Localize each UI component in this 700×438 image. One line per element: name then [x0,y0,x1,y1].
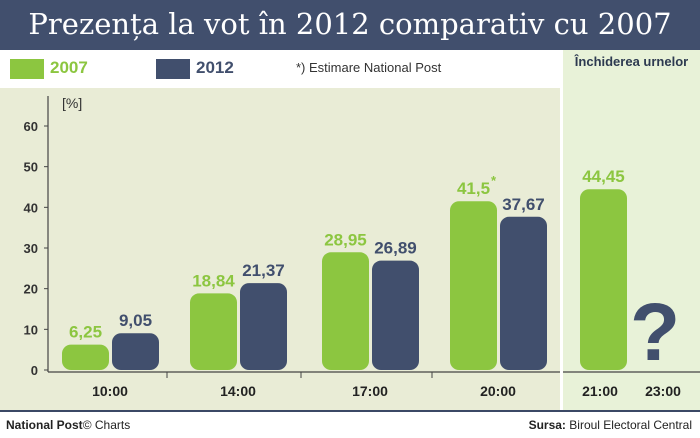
data-label-2012-2000: 37,67 [502,195,545,214]
y-tick-label-30: 30 [24,241,38,256]
data-label-2007-1700: 28,95 [324,230,367,249]
footer-source-value: Biroul Electoral Central [569,418,692,432]
data-label-2012-1700: 26,89 [374,239,417,258]
footer [0,410,700,438]
data-label-2007-2100: 44,45 [582,167,625,186]
x-tick-label-1700: 17:00 [352,383,388,399]
bar-2007-1000 [62,344,109,370]
x-tick-label-1000: 10:00 [92,383,128,399]
chart-title: Prezența la vot în 2012 comparativ cu 20… [28,7,672,41]
legend-band [0,50,560,88]
estimate-note: *) Estimare National Post [296,60,442,75]
legend-label-2012: 2012 [196,58,234,77]
y-tick-label-50: 50 [24,160,38,175]
data-label-2007-1400: 18,84 [192,271,235,290]
closing-label: Închiderea urnelor [574,54,689,69]
bar-2007-1400 [190,293,237,370]
bar-2012-1700 [372,260,419,370]
y-tick-label-0: 0 [31,363,38,378]
data-label-2012-1000: 9,05 [119,311,152,330]
y-tick-label-10: 10 [24,322,38,337]
footer-brand-suffix: © Charts [82,418,131,432]
footer-source: Sursa: Biroul Electoral Central [529,418,692,432]
data-label-2007-2000: 41,5 [457,179,490,198]
bar-2012-2000 [500,216,547,370]
y-tick-label-60: 60 [24,119,38,134]
data-label-2012-1400: 21,37 [242,261,285,280]
bar-2007-1700 [322,252,369,370]
bar-2012-1000 [112,333,159,370]
x-tick-label-2000: 20:00 [480,383,516,399]
annotation-asterisk: * [491,173,497,188]
footer-credit: National Post© Charts [6,418,130,432]
legend-swatch-2012 [156,59,190,79]
bar-2007-2100 [580,189,627,370]
y-axis-label: [%] [62,95,82,111]
legend-swatch-2007 [10,59,44,79]
data-label-2007-1000: 6,25 [69,323,102,342]
x-tick-label-1400: 14:00 [220,383,256,399]
x-tick-label-2100: 21:00 [582,383,618,399]
x-tick-label-2300: 23:00 [645,383,681,399]
bar-2007-2000 [450,201,497,370]
footer-brand: National Post [6,418,83,432]
y-tick-label-40: 40 [24,200,38,215]
title-bar [0,0,700,50]
y-tick-label-20: 20 [24,282,38,297]
footer-source-label: Sursa: [528,418,566,432]
bar-2012-1400 [240,283,287,370]
annotation-question-mark: ? [630,287,680,378]
legend-label-2007: 2007 [50,58,88,77]
